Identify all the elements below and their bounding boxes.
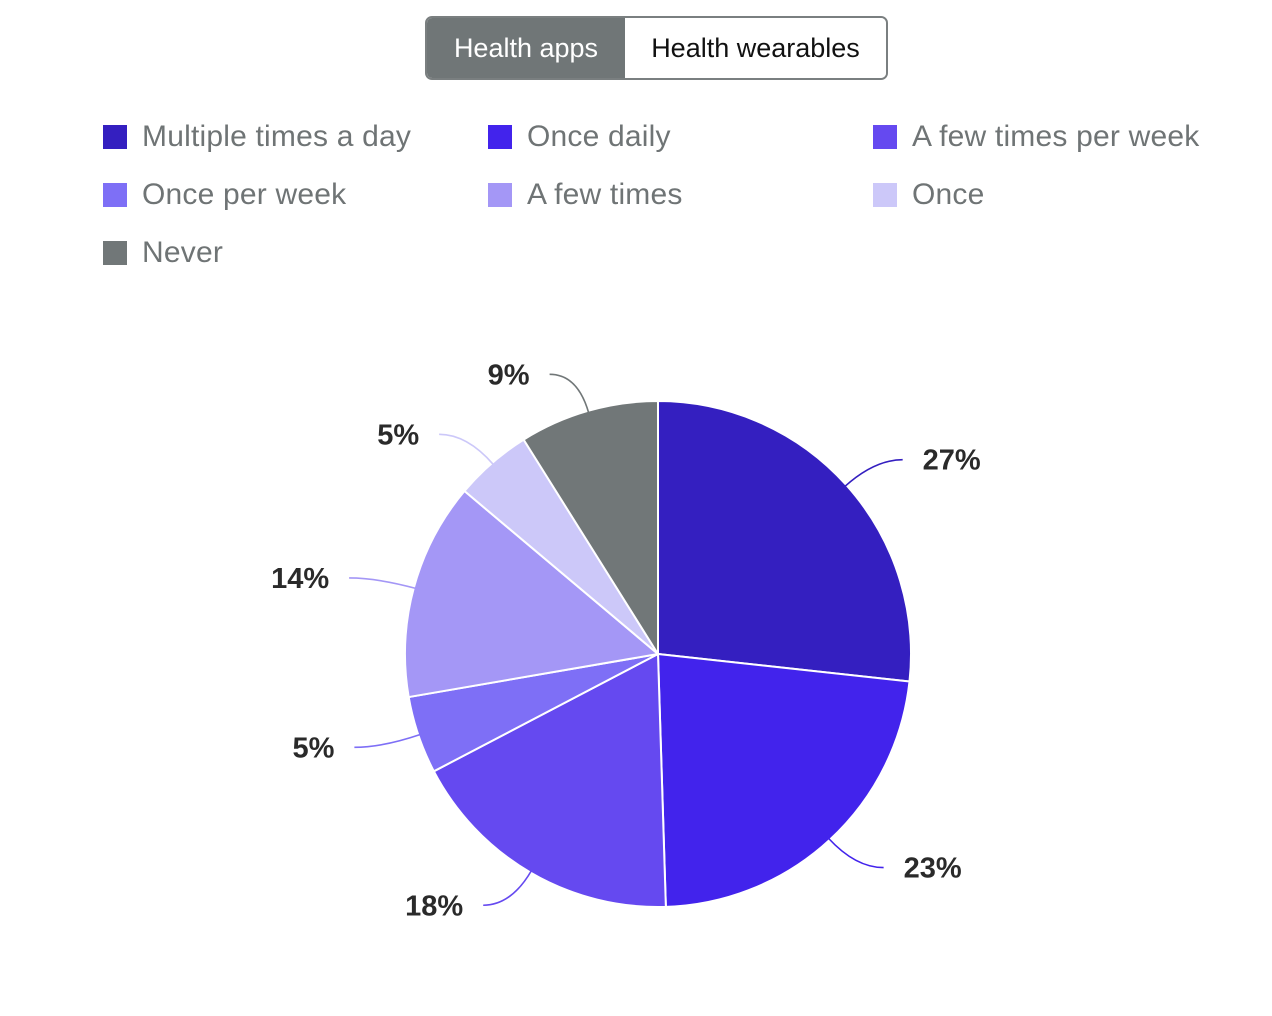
label-connector-never bbox=[549, 373, 590, 413]
legend-swatch bbox=[103, 241, 127, 265]
pie-slice-once-daily[interactable] bbox=[657, 653, 911, 908]
legend-label: A few times bbox=[527, 178, 683, 211]
legend-swatch bbox=[103, 183, 127, 207]
legend-swatch bbox=[488, 183, 512, 207]
legend-label: Once daily bbox=[527, 120, 671, 153]
pie-slice-multiple-times-a-day[interactable] bbox=[657, 400, 912, 683]
legend-item-once-daily[interactable]: Once daily bbox=[488, 112, 671, 162]
data-label-once-daily: 23% bbox=[904, 853, 962, 885]
label-connector-once bbox=[439, 433, 494, 466]
data-label-a-few-times-per-week: 18% bbox=[405, 890, 463, 922]
legend-label: A few times per week bbox=[912, 120, 1200, 153]
label-connector-a-few-times-per-week bbox=[483, 870, 533, 907]
legend-swatch bbox=[873, 183, 897, 207]
legend-item-once-per-week[interactable]: Once per week bbox=[103, 170, 346, 220]
legend-item-a-few-times-per-week[interactable]: A few times per week bbox=[873, 112, 1199, 162]
legend-item-a-few-times[interactable]: A few times bbox=[488, 170, 683, 220]
legend-swatch bbox=[103, 125, 127, 149]
data-label-once: 5% bbox=[377, 419, 419, 451]
legend-swatch bbox=[873, 125, 897, 149]
legend-label: Never bbox=[142, 236, 224, 269]
legend-item-once[interactable]: Once bbox=[873, 170, 985, 220]
legend-item-multiple-times-a-day[interactable]: Multiple times a day bbox=[103, 112, 411, 162]
legend-label: Multiple times a day bbox=[142, 120, 412, 153]
legend-item-never[interactable]: Never bbox=[103, 228, 223, 278]
tab-health-wearables[interactable]: Health wearables bbox=[625, 18, 886, 78]
data-label-multiple-times-a-day: 27% bbox=[923, 445, 981, 477]
label-connector-once-per-week bbox=[354, 733, 421, 749]
data-label-never: 9% bbox=[488, 359, 530, 391]
legend-swatch bbox=[488, 125, 512, 149]
label-connector-multiple-times-a-day bbox=[844, 458, 903, 488]
legend-label: Once per week bbox=[142, 178, 347, 211]
dataset-toggle: Health apps Health wearables bbox=[425, 16, 888, 80]
tab-health-apps[interactable]: Health apps bbox=[427, 18, 625, 78]
label-connector-once-daily bbox=[827, 837, 884, 869]
label-connector-a-few-times bbox=[349, 577, 416, 590]
data-label-a-few-times: 14% bbox=[271, 563, 329, 595]
legend-label: Once bbox=[912, 178, 985, 211]
data-label-once-per-week: 5% bbox=[292, 732, 334, 764]
